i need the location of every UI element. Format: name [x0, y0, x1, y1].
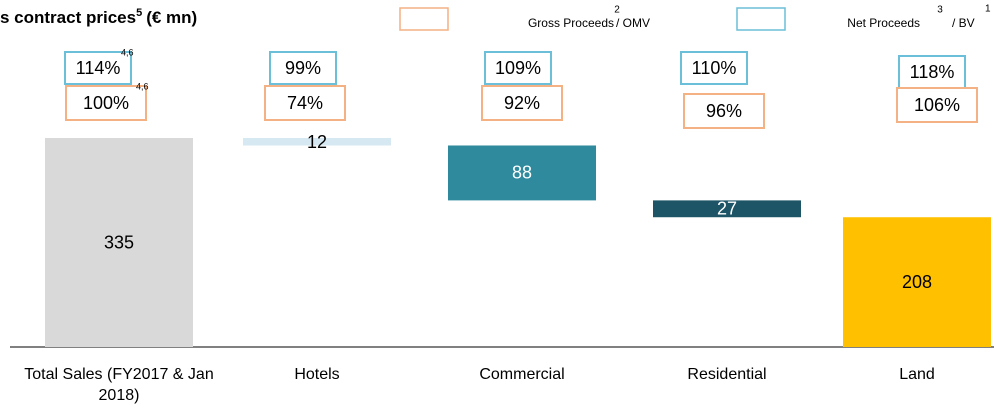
- bar: [653, 200, 801, 218]
- legend-swatch: [736, 7, 786, 31]
- legend-sup: 2: [614, 5, 620, 16]
- ratio-box: [481, 85, 563, 121]
- bar-label: 12: [307, 132, 327, 152]
- x-tick-label: Hotels: [294, 366, 340, 383]
- bar: [45, 138, 193, 347]
- ratio-box: [264, 85, 346, 121]
- title-sup: 5: [136, 7, 142, 19]
- x-tick-label: Commercial: [479, 366, 565, 383]
- bar: [843, 217, 991, 347]
- ratio-label: 110%: [692, 58, 737, 78]
- legend-sup: 1: [985, 4, 991, 15]
- ratio-label: 114%: [76, 58, 121, 78]
- x-tick-label: Total Sales (FY2017 & Jan 2018): [24, 366, 214, 404]
- title-suffix: (€ mn): [146, 8, 197, 27]
- ratio-label: 96%: [706, 101, 742, 121]
- legend-label: Net Proceeds: [847, 16, 920, 30]
- ratio-box: [65, 85, 147, 121]
- legend-swatch: [399, 7, 449, 31]
- bar: [448, 145, 596, 201]
- bar-label: 335: [104, 232, 134, 252]
- ratio-box: [64, 51, 132, 85]
- chart-title: s contract prices5 (€ mn): [0, 7, 197, 28]
- bar-label: 27: [717, 199, 737, 219]
- ratio-label: 118%: [910, 62, 955, 82]
- ratio-box: [683, 93, 765, 129]
- ratio-box: [269, 51, 337, 85]
- ratio-sup: 4,6: [136, 81, 149, 91]
- ratio-label: 74%: [287, 93, 323, 113]
- legend-suffix: / BV: [952, 16, 975, 30]
- ratio-label: 92%: [504, 93, 540, 113]
- legend-sup: 3: [937, 5, 943, 16]
- ratio-sup: 4,6: [121, 47, 134, 57]
- ratio-label: 106%: [914, 95, 960, 115]
- ratio-box: [680, 51, 748, 85]
- bar-label: 88: [512, 163, 532, 183]
- legend-label: Gross Proceeds: [528, 16, 614, 30]
- bar-label: 208: [902, 272, 932, 292]
- ratio-box: [484, 51, 552, 85]
- ratio-box: [896, 87, 978, 123]
- ratio-label: 109%: [495, 58, 541, 78]
- ratio-label: 99%: [285, 58, 321, 78]
- x-tick-label: Land: [899, 366, 935, 383]
- title-text: s contract prices: [0, 8, 136, 27]
- ratio-label: 100%: [83, 93, 129, 113]
- bar: [243, 138, 391, 146]
- legend-suffix: / OMV: [616, 16, 650, 30]
- x-tick-label: Residential: [687, 366, 767, 383]
